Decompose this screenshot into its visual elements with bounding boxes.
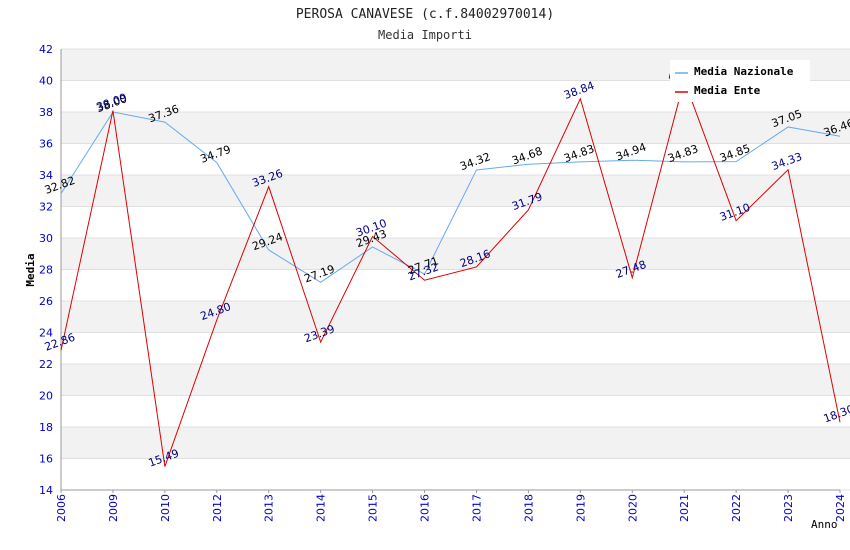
legend-label-media-nazionale: Media Nazionale xyxy=(694,65,794,78)
y-tick-label: 26 xyxy=(39,295,53,308)
y-axis-label: Media xyxy=(24,253,37,286)
series-lines xyxy=(60,78,841,467)
y-tick-label: 24 xyxy=(39,327,53,340)
y-tick-label: 18 xyxy=(39,421,53,434)
grid-band xyxy=(61,238,850,270)
grid-band xyxy=(61,112,850,144)
x-tick-label: 2014 xyxy=(315,494,328,522)
x-tick-label: 2006 xyxy=(55,494,68,522)
y-tick-label: 38 xyxy=(39,106,53,119)
x-tick-label: 2015 xyxy=(367,494,380,522)
y-tick-label: 34 xyxy=(39,169,53,182)
y-axis-ticks: 14 16 18 20 22 24 26 28 30 32 34 36 38 40 42 xyxy=(39,43,53,497)
x-axis-label: Anno xyxy=(811,518,838,531)
x-tick-label: 2018 xyxy=(522,494,535,522)
y-tick-label: 36 xyxy=(39,138,53,151)
y-tick-label: 42 xyxy=(39,43,53,56)
grid-bands xyxy=(61,49,850,490)
x-tick-label: 2022 xyxy=(730,494,743,522)
legend-box xyxy=(670,60,810,102)
grid-band xyxy=(61,427,850,459)
grid-band xyxy=(61,175,850,207)
x-tick-label: 2019 xyxy=(574,494,587,522)
y-tick-label: 30 xyxy=(39,232,53,245)
y-tick-label: 40 xyxy=(39,75,53,88)
x-tick-label: 2012 xyxy=(211,494,224,522)
x-tick-label: 2016 xyxy=(419,494,432,522)
grid-band xyxy=(61,269,850,301)
x-tick-label: 2013 xyxy=(263,494,276,522)
y-tick-label: 14 xyxy=(39,484,53,497)
x-tick-label: 2010 xyxy=(159,494,172,522)
y-tick-label: 28 xyxy=(39,264,53,277)
x-tick-label: 2023 xyxy=(782,494,795,522)
grid-band xyxy=(61,395,850,427)
x-tick-label: 2021 xyxy=(678,494,691,522)
grid-band xyxy=(61,332,850,364)
x-tick-label: 2024 xyxy=(834,494,847,522)
y-tick-label: 22 xyxy=(39,358,53,371)
y-tick-label: 16 xyxy=(39,453,53,466)
grid-band xyxy=(61,364,850,396)
y-tick-label: 32 xyxy=(39,201,53,214)
grid-band xyxy=(61,143,850,175)
series-line-media-ente xyxy=(60,78,841,467)
chart-title: PEROSA CANAVESE (c.f.84002970014) xyxy=(296,7,554,22)
legend: Media Nazionale Media Ente xyxy=(670,60,810,102)
x-axis-ticks: 2006 2009 2010 2012 2013 2014 2015 2016 2017 2018… xyxy=(55,490,847,522)
x-tick-label: 2017 xyxy=(470,494,483,522)
legend-label-media-ente: Media Ente xyxy=(694,84,761,97)
chart-subtitle: Media Importi xyxy=(378,28,472,42)
y-tick-label: 20 xyxy=(39,390,53,403)
grid-band xyxy=(61,458,850,490)
x-tick-label: 2009 xyxy=(107,494,120,522)
grid-lines xyxy=(61,48,850,491)
series-line-media-nazionale xyxy=(60,111,841,283)
grid-band xyxy=(61,301,850,333)
x-tick-label: 2020 xyxy=(626,494,639,522)
